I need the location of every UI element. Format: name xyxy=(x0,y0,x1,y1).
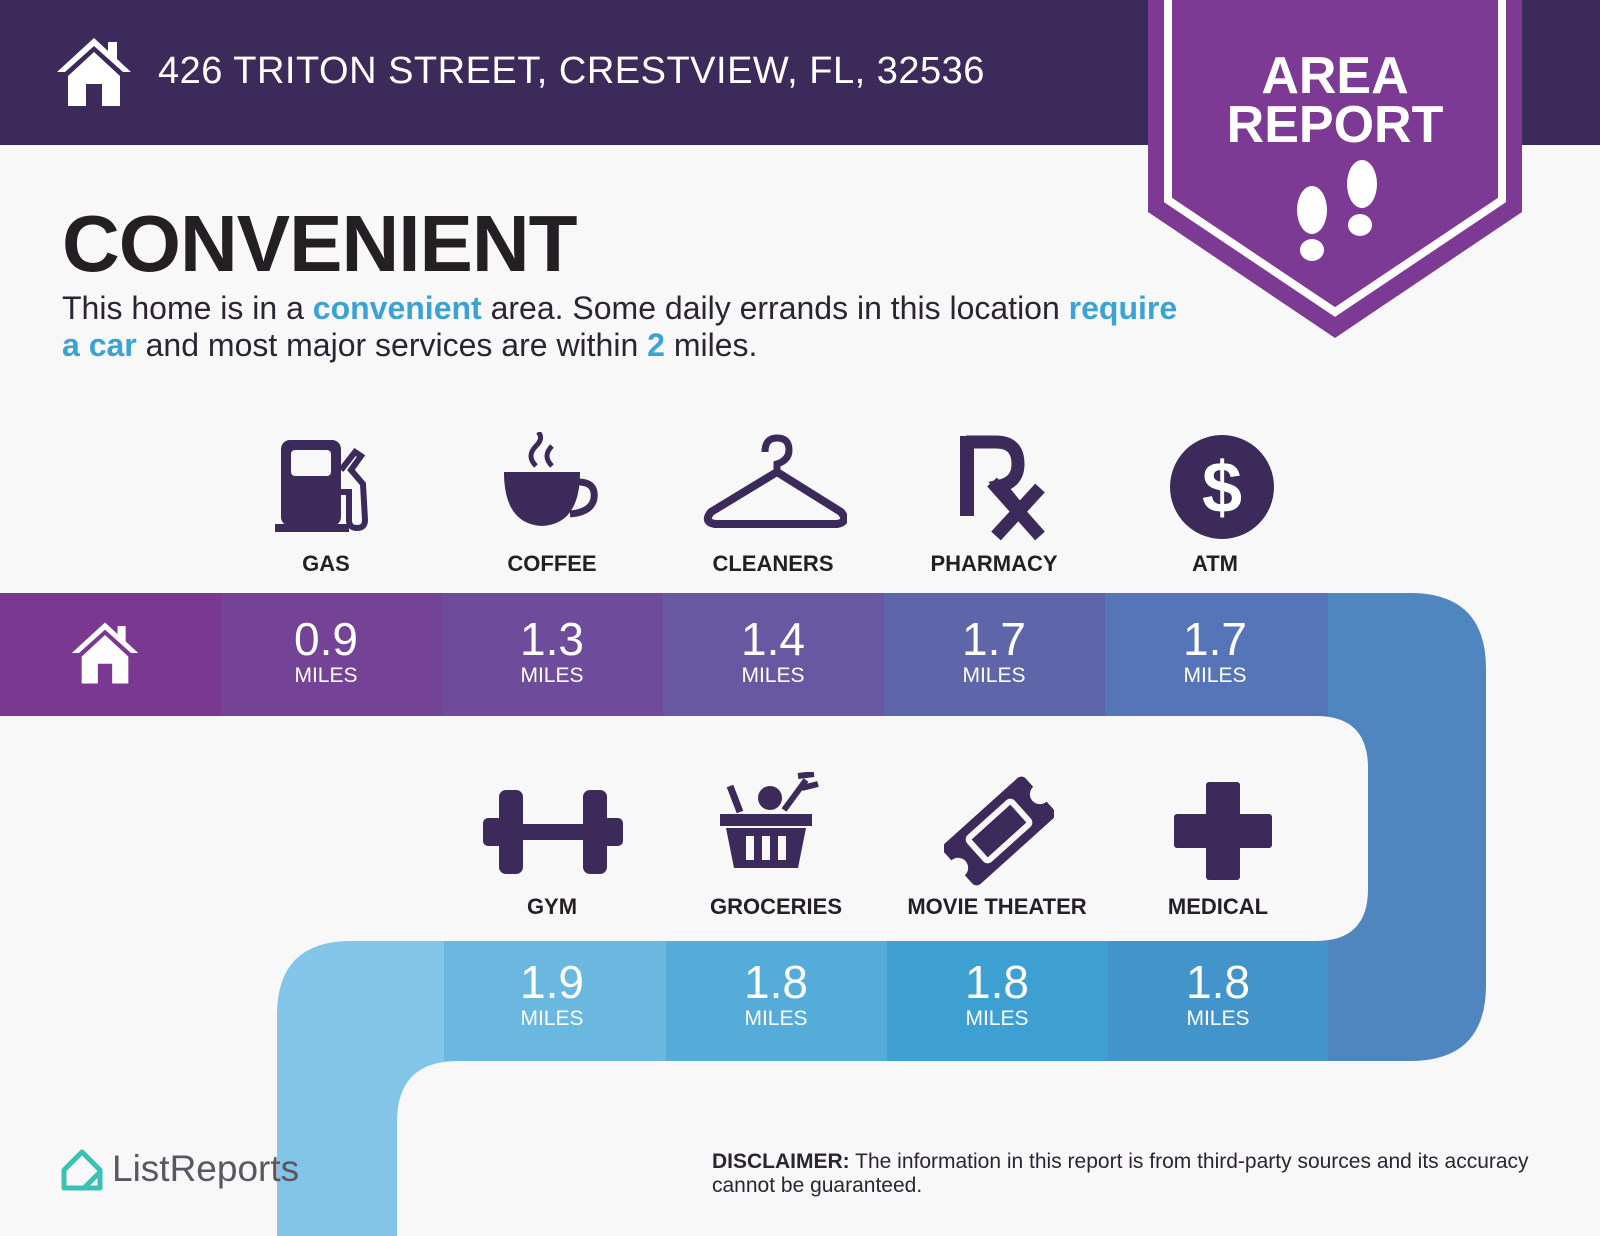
distance-atm: 1.7 MILES xyxy=(1183,613,1247,687)
dollar-icon: $ xyxy=(1170,435,1274,539)
badge-title-line1: AREA xyxy=(1261,47,1409,105)
dumbbell-icon xyxy=(483,790,623,874)
amenity-label-coffee: COFFEE xyxy=(507,551,597,576)
coffee-cup-icon xyxy=(504,432,598,526)
distance-cleaners: 1.4 MILES xyxy=(741,613,805,687)
medical-cross-icon xyxy=(1174,782,1272,880)
amenity-label-medical: MEDICAL xyxy=(1167,894,1269,919)
distance-groceries: 1.8 MILES xyxy=(744,956,808,1030)
amenity-label-movie-theater: MOVIE THEATER xyxy=(907,894,1087,919)
amenity-label-pharmacy: PHARMACY xyxy=(930,551,1058,576)
amenity-label-cleaners: CLEANERS xyxy=(712,551,834,576)
property-address: 426 TRITON STREET, CRESTVIEW, FL, 32536 xyxy=(158,50,985,92)
distance-movie-theater: 1.8 MILES xyxy=(965,956,1029,1030)
home-icon xyxy=(57,38,131,106)
summary-text: This home is in a convenient area. Some … xyxy=(62,290,1178,363)
distance-pharmacy: 1.7 MILES xyxy=(962,613,1026,687)
amenity-label-atm: ATM xyxy=(1191,551,1239,576)
footprints-icon xyxy=(1297,160,1377,261)
hanger-icon xyxy=(703,434,847,528)
area-report-badge xyxy=(1148,0,1522,338)
disclaimer: DISCLAIMER: The information in this repo… xyxy=(712,1150,1529,1197)
listreports-logo-icon xyxy=(61,1149,103,1191)
svg-text:$: $ xyxy=(1202,448,1242,528)
home-start-icon xyxy=(71,622,139,684)
highlight-miles: 2 xyxy=(647,327,665,363)
grocery-basket-icon xyxy=(720,772,819,868)
distance-gym: 1.9 MILES xyxy=(520,956,584,1030)
listreports-logo-text: ListReports xyxy=(112,1148,300,1189)
amenity-label-gas: GAS xyxy=(302,551,350,576)
highlight-convenient: convenient xyxy=(312,290,482,326)
distance-coffee: 1.3 MILES xyxy=(520,613,584,687)
badge-title-line2: REPORT xyxy=(1226,96,1444,154)
distance-medical: 1.8 MILES xyxy=(1186,956,1250,1030)
amenity-label-gym: GYM xyxy=(526,894,578,919)
rx-icon xyxy=(960,435,1045,541)
gas-pump-icon xyxy=(275,440,369,532)
distance-gas: 0.9 MILES xyxy=(294,613,358,687)
page-title: CONVENIENT xyxy=(62,199,577,288)
highlight-require-car: require a car xyxy=(62,290,1178,363)
ticket-icon xyxy=(944,776,1054,886)
amenity-label-groceries: GROCERIES xyxy=(709,894,843,919)
